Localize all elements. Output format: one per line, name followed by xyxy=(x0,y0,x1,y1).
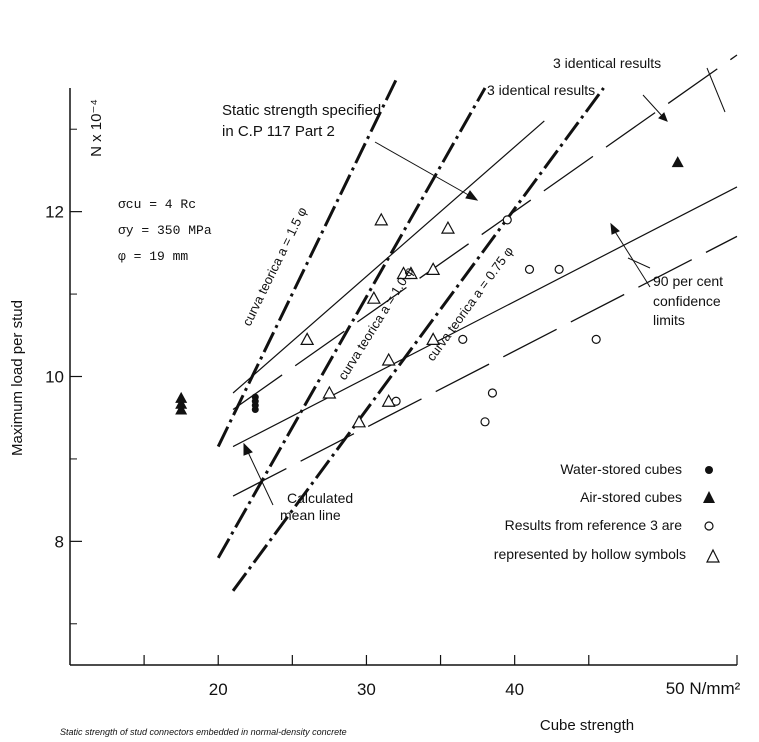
x-tick-label: 30 xyxy=(357,680,376,699)
y-tick-label: 8 xyxy=(55,532,64,551)
theory-curve-0 xyxy=(216,79,398,448)
theory-curve-1 xyxy=(216,87,487,559)
legend-hollow-label-2: represented by hollow symbols xyxy=(494,546,686,562)
reference-triangle-point xyxy=(322,385,337,399)
y-unit-label: N x 10⁻⁴ xyxy=(88,99,105,157)
legend-hollow-circle-marker xyxy=(704,521,714,531)
param-sigma-cu: σcu = 4 Rc xyxy=(118,197,196,212)
identical-results-1: 3 identical results xyxy=(553,55,661,71)
air-stored-point xyxy=(671,156,684,168)
air-stored-point xyxy=(175,391,188,403)
reference-triangle-point xyxy=(381,352,396,366)
axes-layer xyxy=(69,88,737,666)
reference-circle-point xyxy=(480,417,490,427)
identical-results-2: 3 identical results xyxy=(487,82,595,98)
confidence-label-2: confidence xyxy=(653,293,721,309)
reference-triangle-point xyxy=(366,290,381,304)
legend-hollow-label-1: Results from reference 3 are xyxy=(505,517,683,533)
caption: Static strength of stud connectors embed… xyxy=(60,727,347,737)
reference-triangle-point xyxy=(403,266,418,280)
mean-line xyxy=(232,186,738,448)
x-unit-label: 50 N/mm² xyxy=(666,679,741,698)
x-tick-label: 40 xyxy=(505,680,524,699)
reference-triangle-point xyxy=(426,262,441,275)
y-axis-label: Maximum load per stud xyxy=(9,300,26,456)
ticks-layer: 20 30 40 8 10 12 xyxy=(45,128,738,699)
confidence-lower xyxy=(232,235,738,497)
annotation-leaders xyxy=(243,67,726,506)
air-stored-point xyxy=(175,397,188,409)
curve-label-1-5: curva teorica a = 1.5 φ xyxy=(239,205,310,329)
specified-label-line1: Static strength specified xyxy=(222,102,381,119)
reference-triangle-point xyxy=(300,332,315,346)
water-stored-point xyxy=(251,393,259,401)
mean-line-label-1: Calculated xyxy=(287,490,353,506)
legend-water-label: Water-stored cubes xyxy=(560,461,682,477)
legend-hollow-triangle-marker xyxy=(706,548,720,563)
legend-air-marker xyxy=(703,491,715,503)
reference-circle-point xyxy=(502,215,512,225)
reference-triangle-point xyxy=(381,393,396,407)
reference-triangle-point xyxy=(440,220,455,234)
x-tick-label: 20 xyxy=(209,680,228,699)
reference-triangle-point xyxy=(352,414,367,428)
reference-circle-point xyxy=(591,334,601,345)
reference-circle-point xyxy=(524,264,535,274)
reference-circle-point xyxy=(458,334,468,345)
legend-air-label: Air-stored cubes xyxy=(580,489,682,505)
mean-line-label-2: mean line xyxy=(280,507,341,523)
x-axis-label: Cube strength xyxy=(540,717,634,734)
specified-label-line2: in C.P 117 Part 2 xyxy=(222,123,335,140)
reference-circle-point xyxy=(487,388,498,398)
param-phi: φ = 19 mm xyxy=(118,249,188,264)
lines-layer xyxy=(216,54,738,592)
reference-circle-point xyxy=(554,264,564,274)
param-sigma-y: σy = 350 MPa xyxy=(118,223,212,238)
y-tick-label: 10 xyxy=(45,368,64,387)
confidence-label-3: limits xyxy=(653,312,685,328)
curve-label-0-75: curva teorica a = 0.75 φ xyxy=(423,244,516,364)
points-layer xyxy=(175,156,684,428)
y-tick-label: 12 xyxy=(45,203,64,222)
confidence-label-1: 90 per cent xyxy=(653,273,723,289)
specified-strength-line xyxy=(232,120,545,394)
reference-triangle-point xyxy=(426,332,441,346)
legend-water-marker xyxy=(705,466,713,474)
reference-triangle-point xyxy=(374,212,389,226)
confidence-upper xyxy=(232,54,738,411)
air-stored-point xyxy=(175,403,188,415)
